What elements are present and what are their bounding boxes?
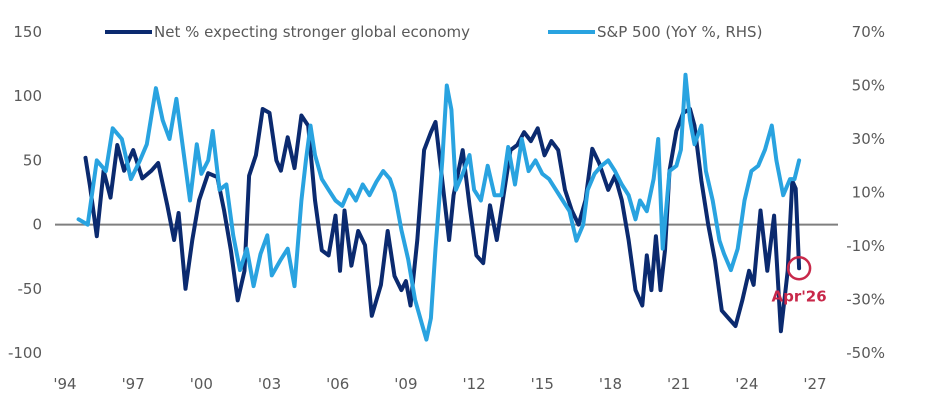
- right-tick-label: -50%: [846, 344, 885, 362]
- right-tick-label: 50%: [852, 77, 885, 95]
- x-tick-label: '06: [326, 375, 349, 393]
- right-tick-label: 10%: [852, 184, 885, 202]
- legend: Net % expecting stronger global economy …: [105, 23, 762, 41]
- right-tick-label: -10%: [846, 237, 885, 255]
- annotation-circle: [786, 256, 812, 281]
- x-tick-label: '21: [667, 375, 690, 393]
- left-tick-label: 150: [13, 23, 42, 41]
- annotation-layer: Apr'26: [771, 256, 827, 305]
- left-tick-label: -50: [18, 280, 43, 298]
- right-tick-label: -30%: [846, 291, 885, 309]
- right-axis: 70% 50% 30% 10% -10% -30% -50%: [846, 23, 885, 362]
- left-tick-label: -100: [8, 344, 42, 362]
- x-tick-label: '12: [462, 375, 485, 393]
- right-tick-label: 70%: [852, 23, 885, 41]
- x-tick-label: '27: [803, 375, 826, 393]
- x-tick-label: '18: [599, 375, 622, 393]
- series-layer: [76, 72, 802, 342]
- left-axis: 150 100 50 0 -50 -100: [8, 23, 42, 362]
- x-tick-label: '09: [394, 375, 417, 393]
- x-axis: '94 '97 '00 '03 '06 '09 '12 '15 '18 '21 '24 '27: [53, 375, 826, 393]
- right-tick-label: 30%: [852, 130, 885, 148]
- x-tick-label: '97: [122, 375, 145, 393]
- left-tick-label: 50: [23, 151, 42, 169]
- legend-label-net-pct: Net % expecting stronger global economy: [154, 23, 470, 41]
- left-tick-label: 0: [32, 216, 42, 234]
- legend-label-sp500: S&P 500 (YoY %, RHS): [597, 23, 762, 41]
- x-tick-label: '24: [735, 375, 758, 393]
- x-tick-label: '03: [258, 375, 281, 393]
- annotation-label: Apr'26: [771, 287, 826, 305]
- series-line-sp500: [76, 72, 802, 342]
- left-tick-label: 100: [13, 87, 42, 105]
- x-tick-label: '15: [531, 375, 554, 393]
- x-tick-label: '00: [190, 375, 213, 393]
- x-tick-label: '94: [53, 375, 76, 393]
